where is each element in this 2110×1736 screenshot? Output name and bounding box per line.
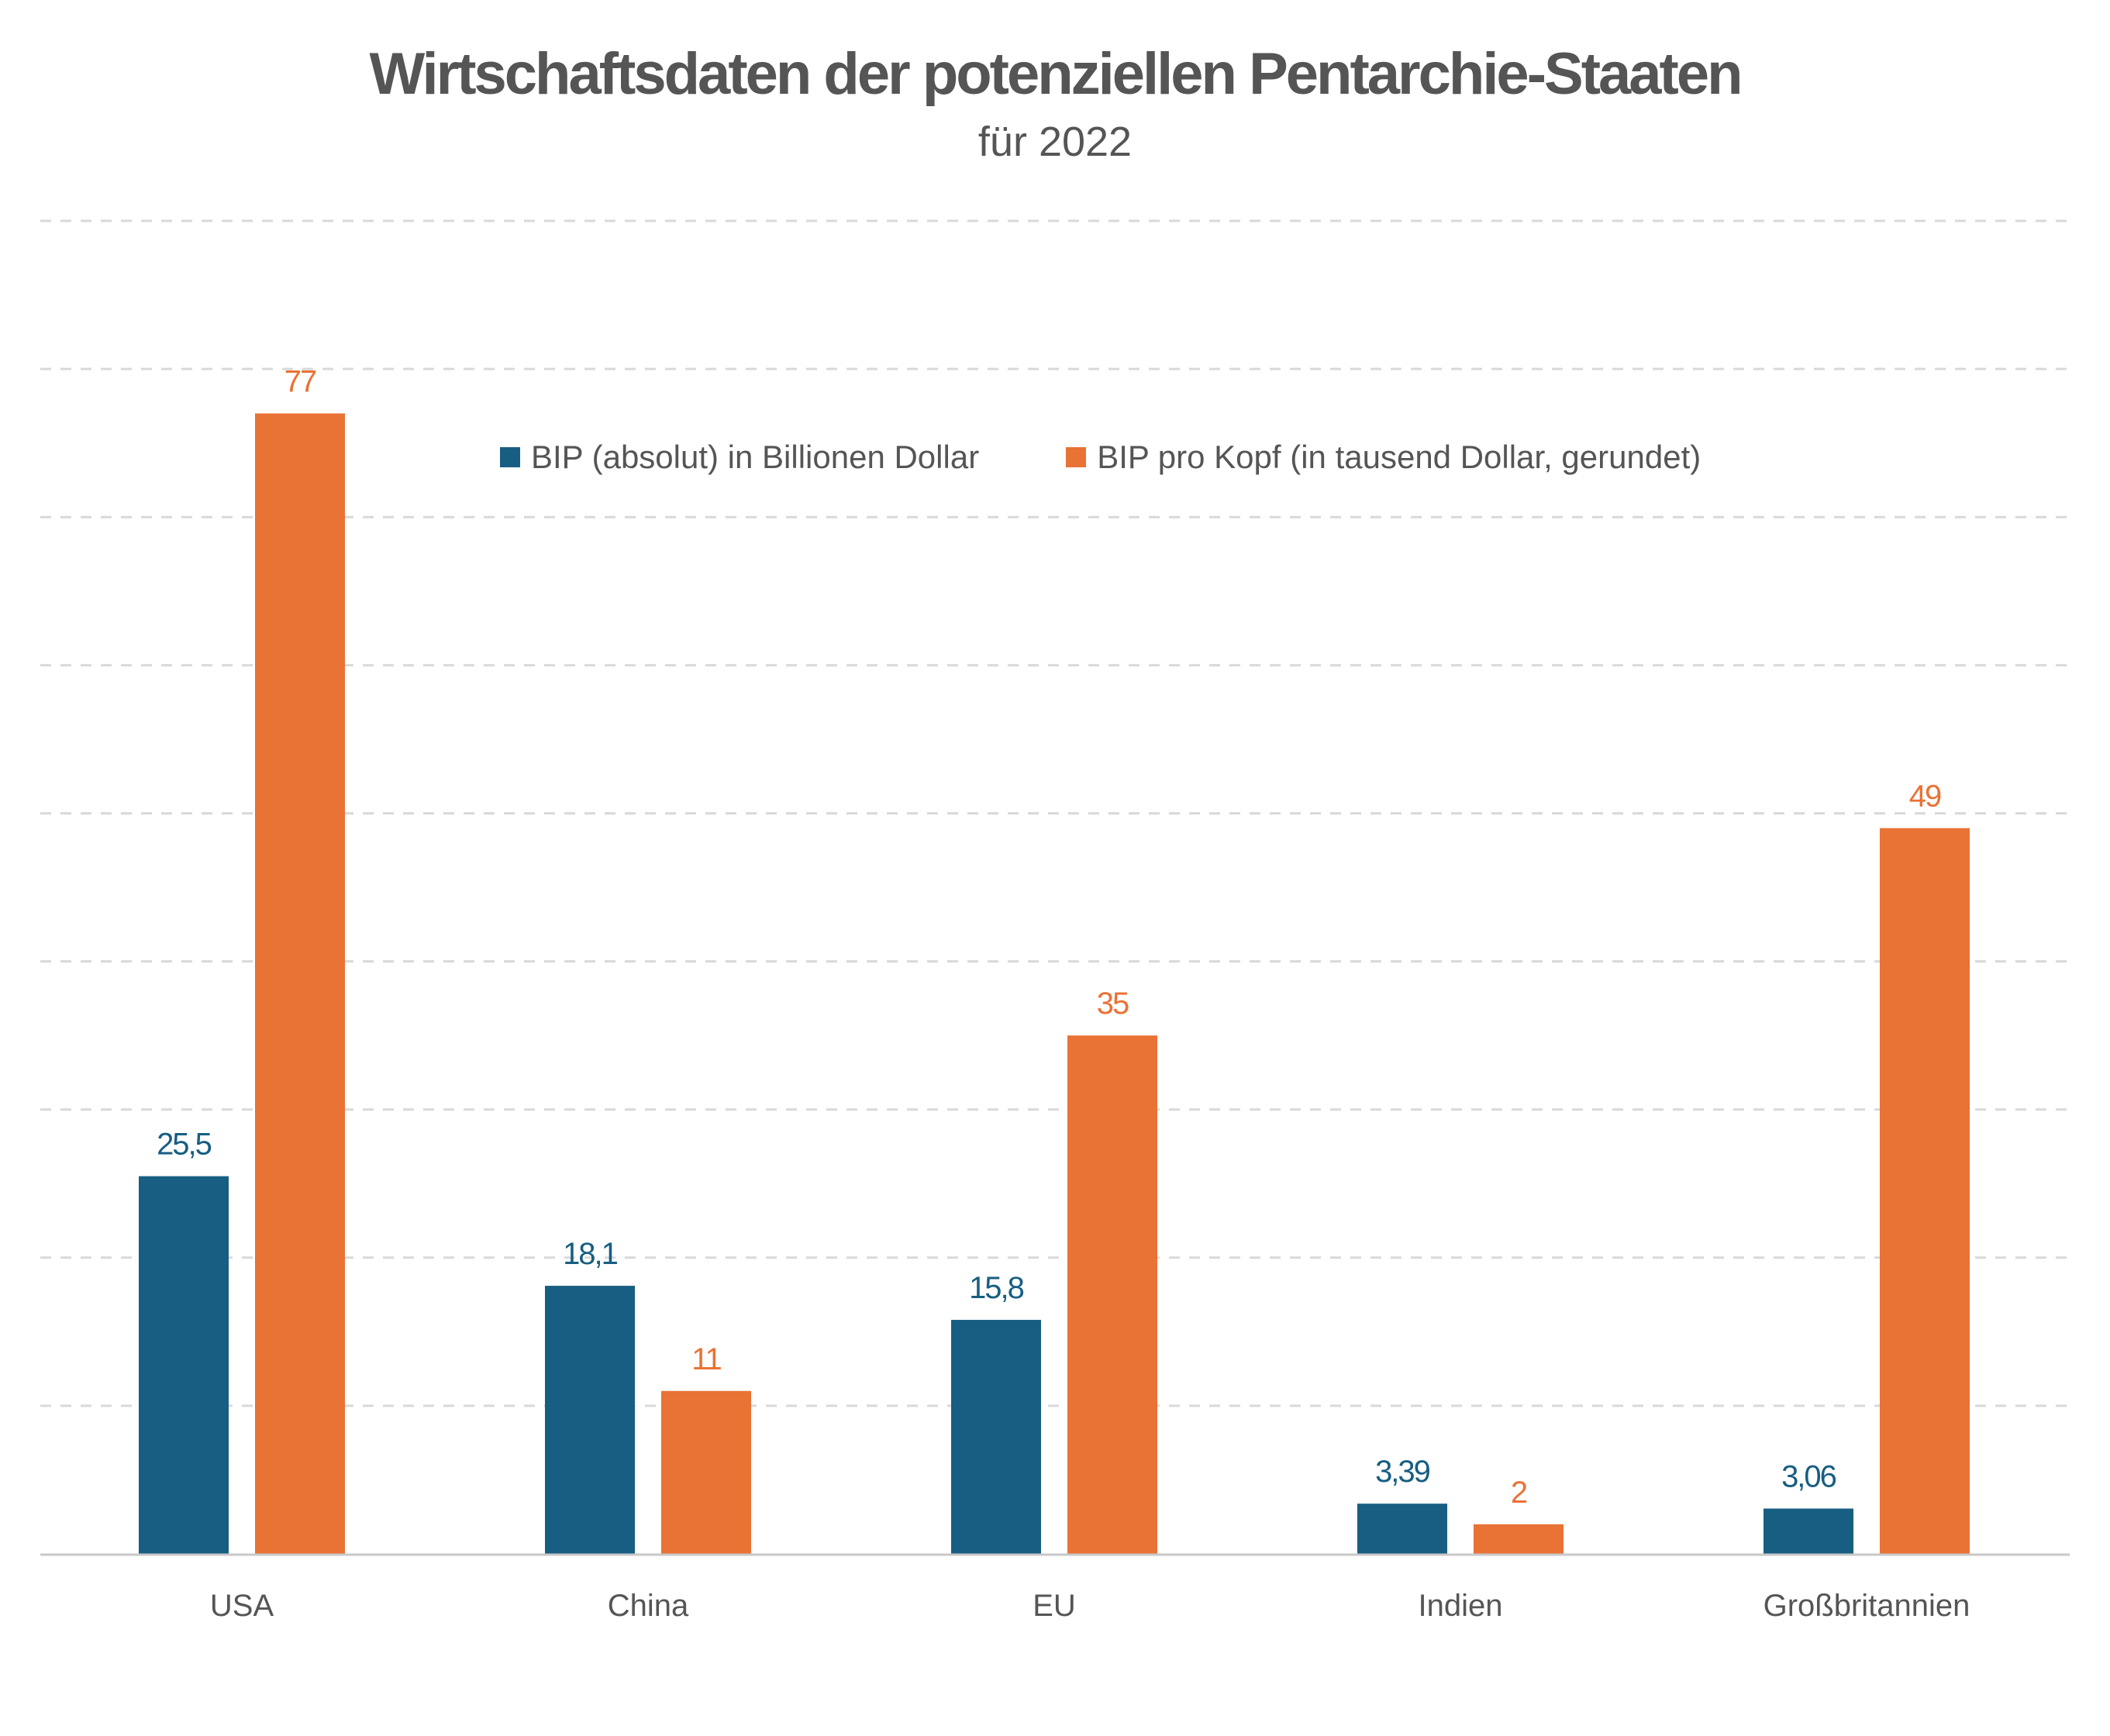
- bar-gro-britannien-series-2: [1880, 828, 1970, 1554]
- chart-title: Wirtschaftsdaten der potenziellen Pentar…: [369, 41, 1743, 107]
- bar-indien-series-1: [1357, 1504, 1447, 1554]
- value-label-usa-series-1: 25,5: [157, 1128, 212, 1162]
- x-tick-label-usa: USA: [210, 1589, 274, 1623]
- legend-swatch-bip-absolut: [500, 447, 520, 467]
- value-label-gro-britannien-series-1: 3,06: [1781, 1460, 1836, 1494]
- bars: [139, 413, 1970, 1554]
- bar-china-series-2: [661, 1390, 751, 1554]
- bar-usa-series-1: [139, 1176, 229, 1554]
- value-label-china-series-2: 11: [691, 1342, 721, 1376]
- x-tick-label-indien: Indien: [1419, 1589, 1503, 1623]
- bar-china-series-1: [545, 1286, 635, 1554]
- legend-item-bip-pro-kopf: BIP pro Kopf (in tausend Dollar, gerunde…: [1066, 439, 1701, 476]
- legend-item-bip-absolut: BIP (absolut) in Billionen Dollar: [500, 439, 979, 476]
- value-labels: 25,5 77 18,1 11 15,8 35 3,39 2 3,06 49: [157, 364, 1943, 1510]
- bar-eu-series-2: [1067, 1035, 1157, 1554]
- bar-indien-series-2: [1474, 1524, 1564, 1554]
- legend: BIP (absolut) in Billionen Dollar BIP pr…: [500, 439, 1701, 476]
- x-tick-label-gro-britannien: Großbritannien: [1764, 1589, 1970, 1623]
- legend-label-bip-pro-kopf: BIP pro Kopf (in tausend Dollar, gerunde…: [1097, 439, 1701, 475]
- value-label-indien-series-2: 2: [1511, 1476, 1527, 1510]
- value-label-usa-series-2: 77: [284, 364, 316, 398]
- x-axis: USA China EU Indien Großbritannien: [40, 1553, 2070, 1623]
- bar-eu-series-1: [951, 1320, 1041, 1554]
- value-label-indien-series-1: 3,39: [1375, 1455, 1430, 1489]
- x-tick-label-china: China: [608, 1589, 689, 1623]
- value-label-eu-series-2: 35: [1097, 987, 1129, 1021]
- value-label-gro-britannien-series-2: 49: [1909, 780, 1941, 814]
- gridlines: [40, 219, 2070, 1407]
- chart-subtitle: für 2022: [977, 119, 1133, 165]
- x-tick-label-eu: EU: [1033, 1589, 1076, 1623]
- legend-label-bip-absolut: BIP (absolut) in Billionen Dollar: [531, 439, 980, 475]
- legend-swatch-bip-pro-kopf: [1066, 447, 1087, 467]
- bar-usa-series-2: [255, 413, 345, 1554]
- value-label-eu-series-1: 15,8: [969, 1271, 1024, 1305]
- value-label-china-series-1: 18,1: [563, 1237, 618, 1271]
- bar-gro-britannien-series-1: [1764, 1508, 1853, 1554]
